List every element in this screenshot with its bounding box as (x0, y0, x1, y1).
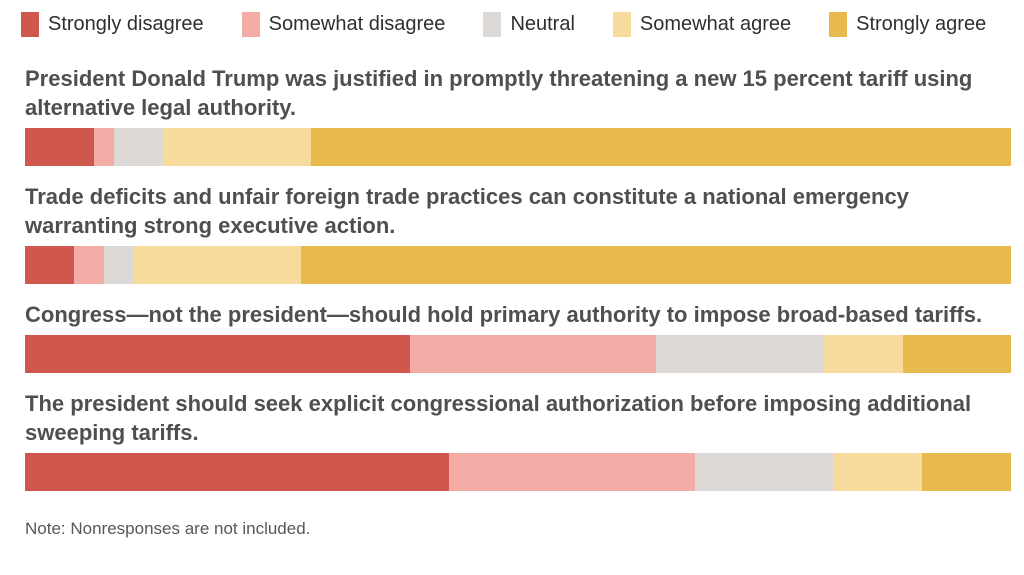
question-label: President Donald Trump was justified in … (25, 66, 973, 120)
question-row: The president should seek explicit congr… (25, 389, 1011, 491)
bar-segment-strongly-disagree (25, 335, 410, 373)
legend-swatch-neutral-icon (483, 12, 502, 37)
bar-segment-strongly-agree (922, 453, 1011, 491)
legend-item-strongly-disagree: Strongly disagree (21, 12, 204, 37)
bar-segment-somewhat-disagree (74, 246, 104, 284)
legend-label: Neutral (510, 13, 575, 35)
question-row: Congress—not the president—should hold p… (25, 300, 1011, 373)
bar-segment-strongly-disagree (25, 453, 449, 491)
stacked-bar (25, 453, 1011, 491)
legend-swatch-strongly-agree-icon (829, 12, 848, 37)
legend-item-neutral: Neutral (483, 12, 575, 37)
chart-legend: Strongly disagree Somewhat disagree Neut… (21, 12, 1024, 37)
bar-segment-somewhat-disagree (409, 335, 657, 373)
legend-swatch-somewhat-disagree-icon (241, 12, 260, 37)
bar-segment-somewhat-agree (163, 128, 311, 166)
legend-item-strongly-agree: Strongly agree (829, 12, 986, 37)
chart-body: President Donald Trump was justified in … (25, 64, 1011, 491)
stacked-bar (25, 246, 1011, 284)
likert-chart: Strongly disagree Somewhat disagree Neut… (0, 12, 1024, 575)
bar-segment-somewhat-agree (823, 335, 903, 373)
legend-label: Somewhat agree (639, 13, 792, 35)
stacked-bar (25, 128, 1011, 166)
question-label: Trade deficits and unfair foreign trade … (25, 184, 909, 238)
question-label: The president should seek explicit congr… (25, 391, 972, 445)
legend-swatch-strongly-disagree-icon (21, 12, 39, 37)
bar-segment-somewhat-disagree (448, 453, 696, 491)
bar-segment-strongly-agree (301, 246, 1011, 284)
bar-segment-neutral (695, 453, 834, 491)
bar-segment-somewhat-disagree (94, 128, 114, 166)
bar-segment-strongly-agree (902, 335, 1011, 373)
bar-segment-neutral (113, 128, 164, 166)
footnote: Note: Nonresponses are not included. (25, 519, 311, 538)
bar-segment-somewhat-agree (133, 246, 302, 284)
legend-item-somewhat-disagree: Somewhat disagree (241, 12, 446, 37)
stacked-bar (25, 335, 1011, 373)
question-label: Congress—not the president—should hold p… (25, 302, 983, 327)
question-row: President Donald Trump was justified in … (25, 64, 1011, 166)
legend-item-somewhat-agree: Somewhat agree (612, 12, 792, 37)
question-row: Trade deficits and unfair foreign trade … (25, 182, 1011, 284)
bar-segment-strongly-disagree (25, 246, 75, 284)
legend-swatch-somewhat-agree-icon (612, 12, 631, 37)
legend-label: Strongly agree (856, 13, 987, 35)
bar-segment-neutral (656, 335, 824, 373)
bar-segment-strongly-agree (310, 128, 1011, 166)
legend-label: Somewhat disagree (268, 13, 446, 35)
legend-label: Strongly disagree (48, 13, 204, 35)
bar-segment-strongly-disagree (25, 128, 95, 166)
bar-segment-neutral (103, 246, 134, 284)
bar-segment-somewhat-agree (833, 453, 923, 491)
